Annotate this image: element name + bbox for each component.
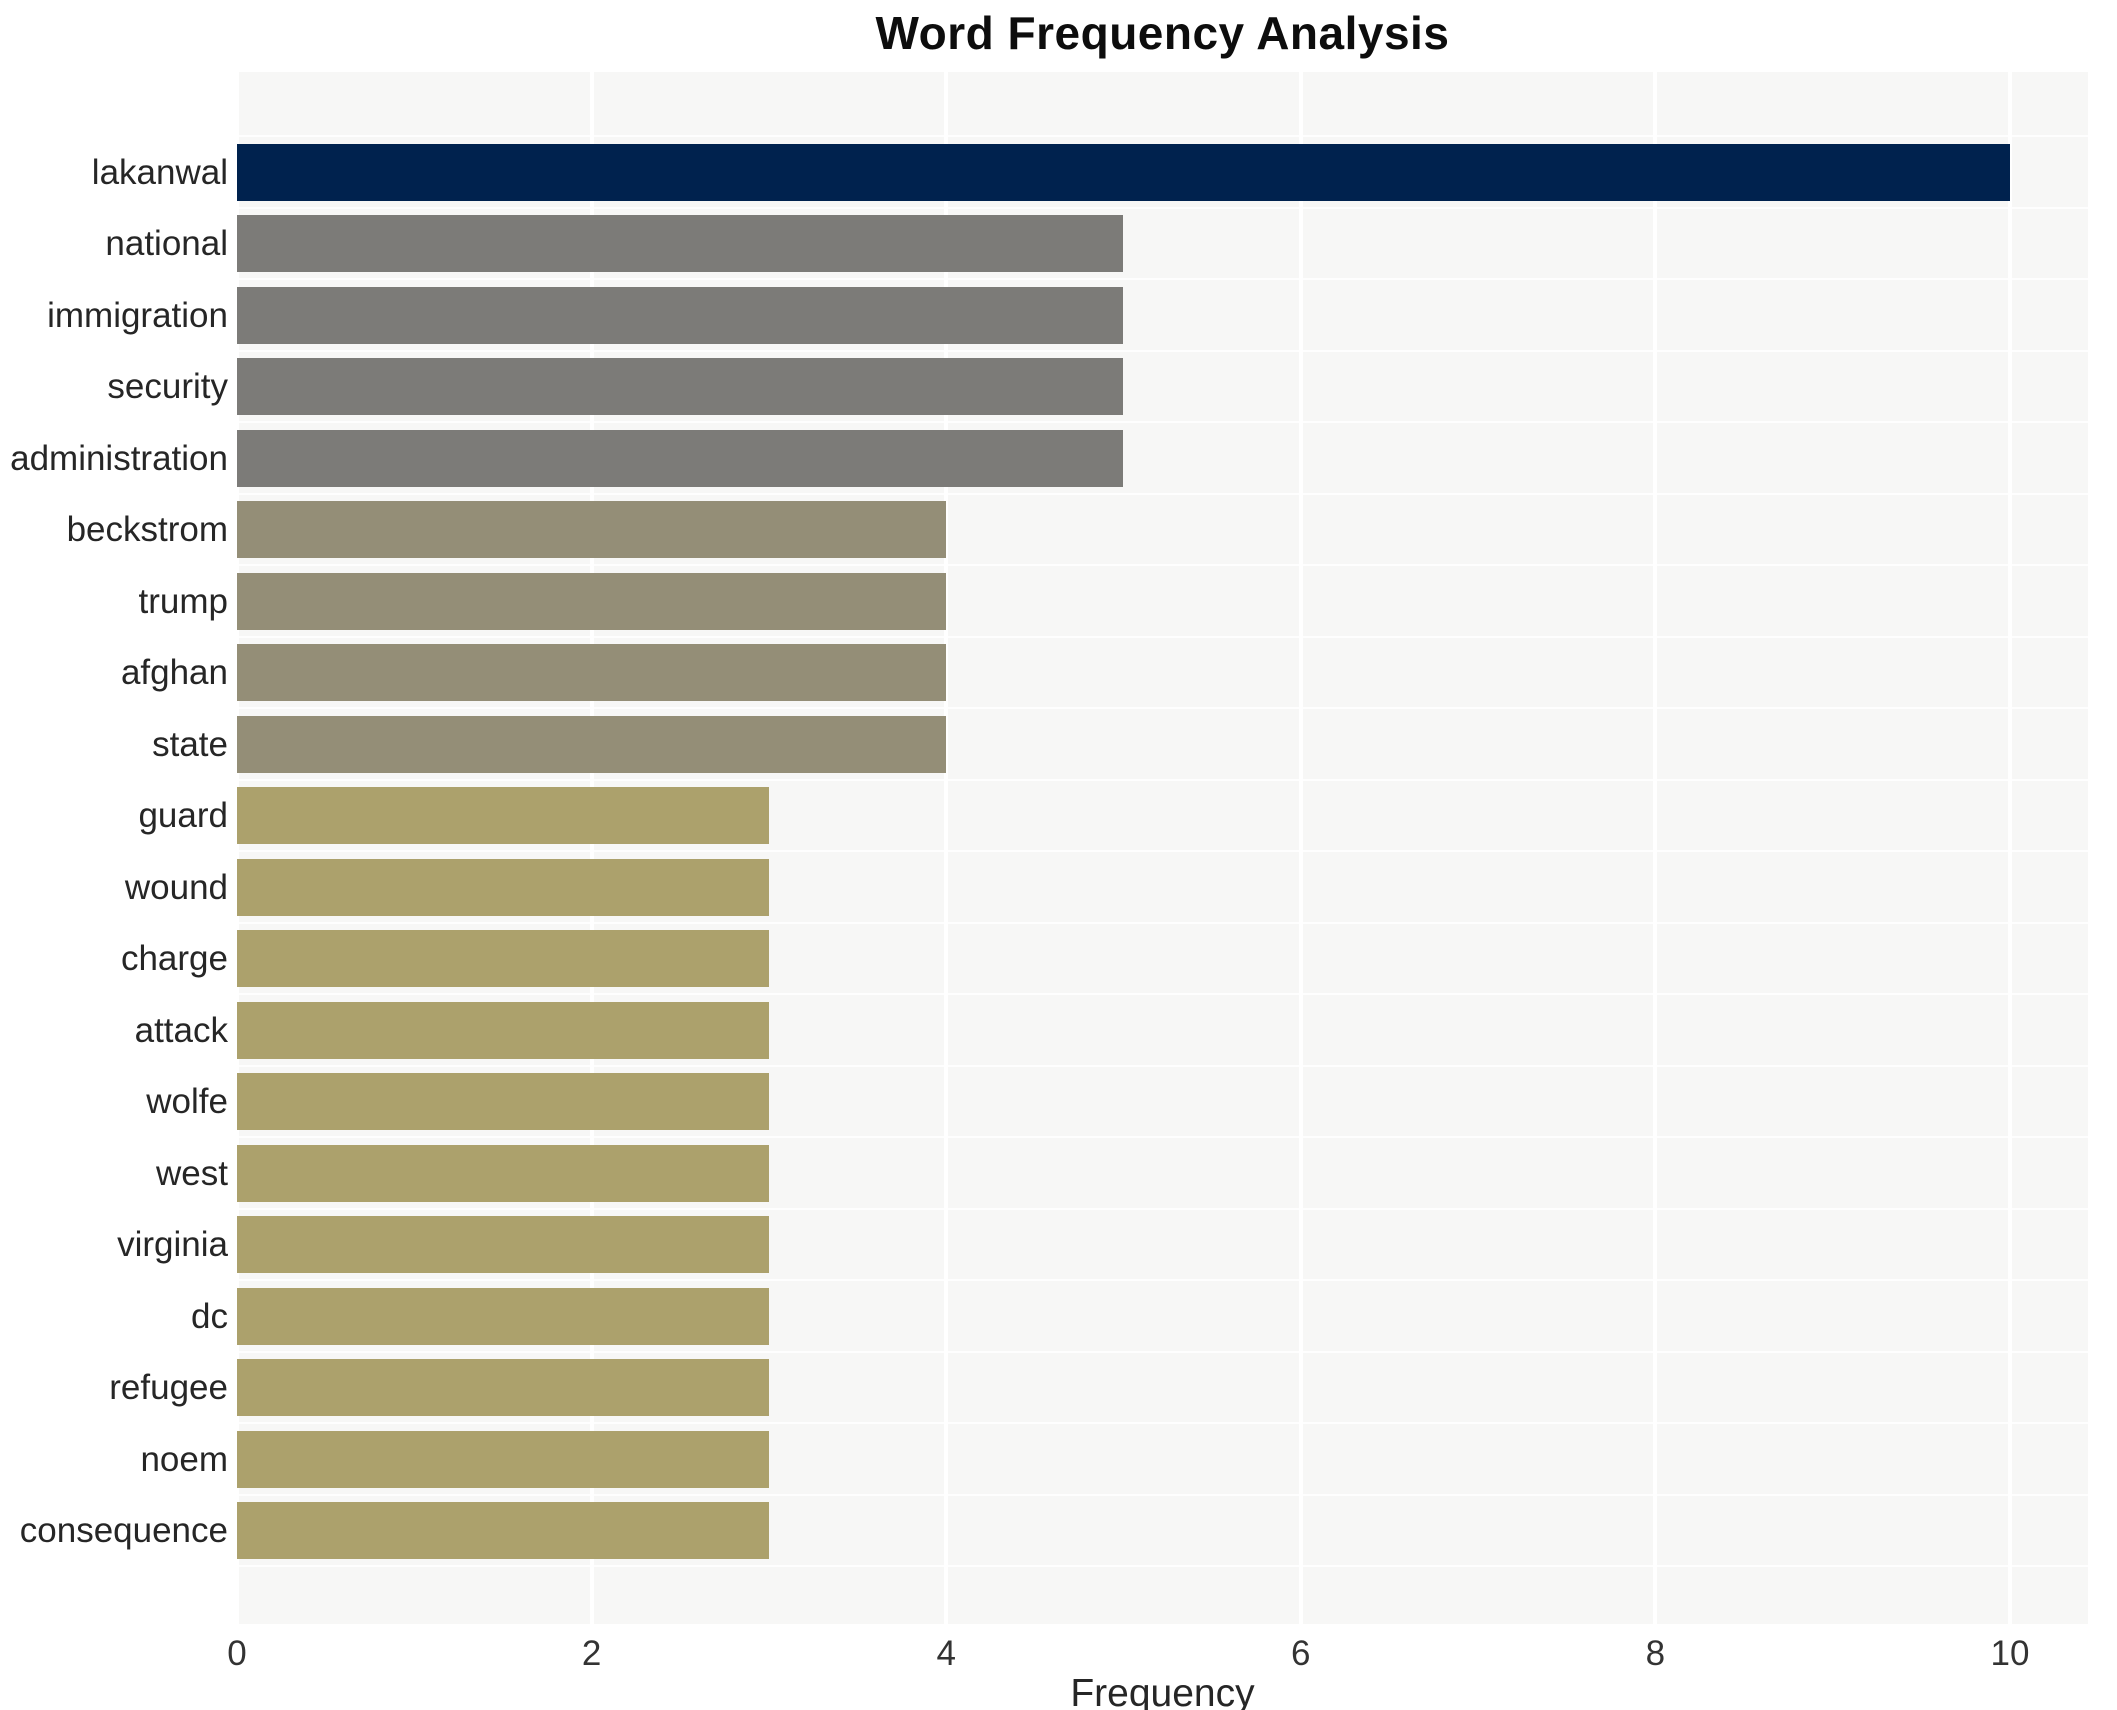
bar-charge	[237, 930, 769, 987]
y-gridline	[237, 1136, 2088, 1139]
y-gridline	[237, 1207, 2088, 1210]
category-label-dc: dc	[191, 1296, 228, 1336]
y-gridline	[237, 1422, 2088, 1425]
category-label-attack: attack	[134, 1010, 228, 1050]
bar-guard	[237, 787, 769, 844]
y-gridline	[237, 635, 2088, 638]
bar-state	[237, 715, 947, 773]
bar-consequence	[237, 1502, 769, 1559]
y-gridline	[237, 921, 2088, 924]
x-axis-label: Frequency	[1070, 1672, 1255, 1710]
y-axis-labels: lakanwal national immigration security admin…	[0, 72, 228, 1624]
y-gridline	[237, 850, 2088, 853]
x-gridline	[235, 72, 239, 1624]
y-gridline	[237, 993, 2088, 996]
category-label-security: security	[107, 367, 228, 406]
bar-wolfe	[237, 1073, 769, 1130]
bar-dc	[237, 1287, 769, 1345]
y-gridline	[237, 349, 2088, 352]
y-gridline	[237, 778, 2088, 781]
category-label-national: national	[105, 224, 228, 263]
bar-security	[237, 358, 1124, 415]
y-gridline	[237, 1565, 2088, 1568]
bar-trump	[237, 572, 947, 630]
bar-west	[237, 1144, 769, 1202]
category-label-noem: noem	[140, 1439, 228, 1479]
x-tick-label: 0	[227, 1634, 247, 1673]
x-gridline	[944, 72, 949, 1624]
x-tick-label: 6	[1291, 1634, 1311, 1673]
x-tick-label: 2	[581, 1634, 602, 1673]
category-label-trump: trump	[138, 581, 228, 621]
bar-refugee	[237, 1359, 769, 1416]
x-gridline	[589, 72, 594, 1624]
category-label-charge: charge	[120, 939, 228, 978]
bar-immigration	[237, 286, 1124, 344]
y-gridline	[237, 492, 2088, 495]
y-gridline	[237, 278, 2088, 281]
category-label-guard: guard	[138, 796, 228, 835]
category-label-wound: wound	[124, 867, 228, 907]
category-label-refugee: refugee	[109, 1368, 228, 1407]
category-label-state: state	[152, 724, 228, 764]
x-tick-label: 10	[1990, 1634, 2030, 1673]
category-label-consequence: consequence	[19, 1511, 228, 1550]
category-label-virginia: virginia	[117, 1225, 228, 1264]
bar-virginia	[237, 1216, 769, 1273]
y-gridline	[237, 1350, 2088, 1353]
bar-beckstrom	[237, 501, 947, 558]
x-gridline	[1653, 72, 1658, 1624]
y-gridline	[237, 1064, 2088, 1067]
category-label-afghan: afghan	[120, 653, 228, 692]
bar-administration	[237, 429, 1124, 487]
category-label-lakanwal: lakanwal	[91, 152, 228, 192]
bar-national	[237, 215, 1124, 272]
bar-wound	[237, 858, 769, 916]
y-gridline	[237, 564, 2088, 567]
bar-noem	[237, 1430, 769, 1488]
bar-attack	[237, 1001, 769, 1059]
category-label-administration: administration	[10, 438, 228, 478]
category-label-west: west	[156, 1153, 228, 1193]
y-gridline	[237, 707, 2088, 710]
bar-afghan	[237, 644, 947, 701]
y-gridline	[237, 135, 2088, 138]
y-gridline	[237, 1493, 2088, 1496]
x-axis-ticks: 0 2 4 6 8 10	[0, 1634, 2117, 1678]
category-label-immigration: immigration	[47, 295, 228, 335]
y-gridline	[237, 206, 2088, 209]
category-label-beckstrom: beckstrom	[66, 510, 228, 549]
y-gridline	[237, 421, 2088, 424]
x-tick-label: 4	[936, 1634, 956, 1673]
x-gridline	[1298, 72, 1303, 1624]
chart-title: Word Frequency Analysis	[875, 7, 1450, 59]
plot-area	[235, 72, 2088, 1624]
y-gridline	[237, 1279, 2088, 1282]
bar-lakanwal	[237, 143, 2010, 201]
x-tick-label: 8	[1645, 1634, 1666, 1673]
x-gridline	[2007, 72, 2012, 1624]
category-label-wolfe: wolfe	[146, 1082, 228, 1121]
